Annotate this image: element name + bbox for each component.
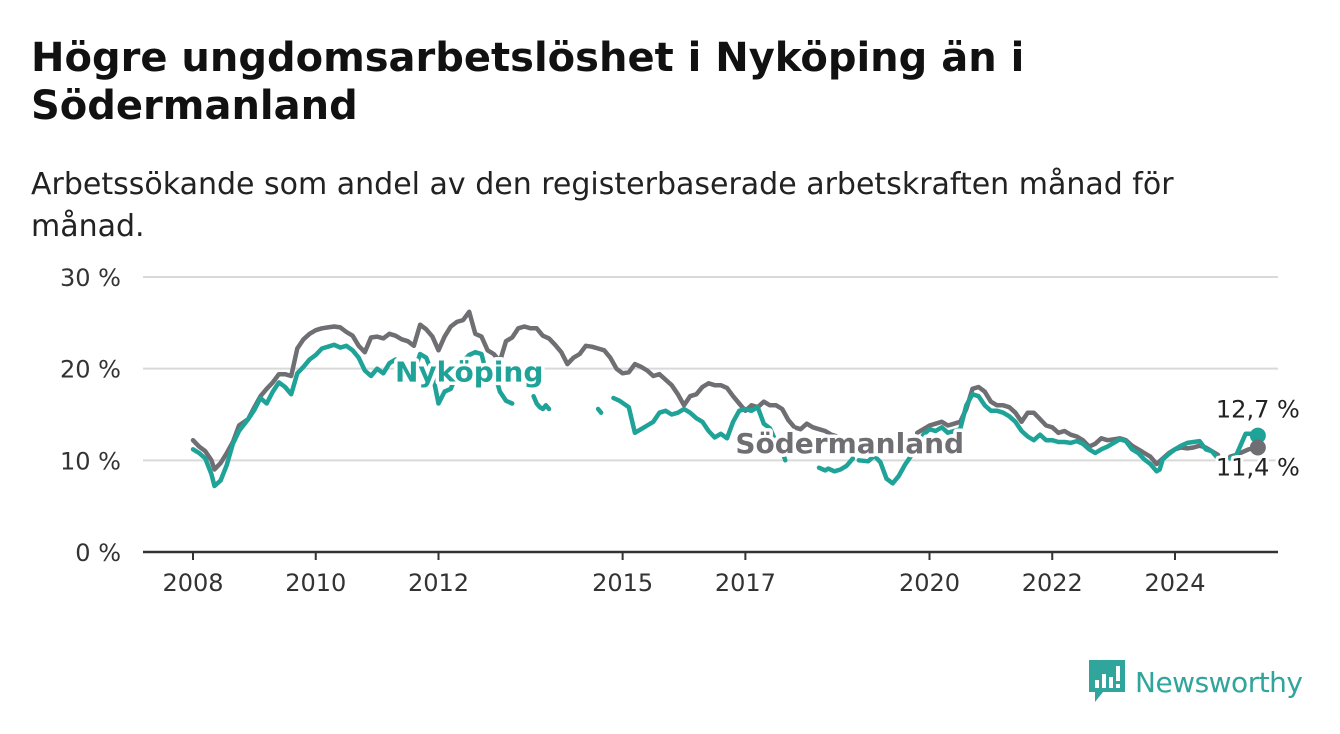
end-point-marker xyxy=(1249,427,1266,444)
grid-lines xyxy=(143,276,1278,462)
y-tick-label: 30 % xyxy=(60,264,121,292)
newsworthy-logo-icon xyxy=(1089,660,1125,702)
x-tick-label: 2017 xyxy=(715,569,776,597)
end-value-label: 11,4 % xyxy=(1216,454,1300,482)
end-value-label: 12,7 % xyxy=(1216,396,1300,424)
y-axis-labels: 0 % 10 % 20 % 30 % xyxy=(60,264,121,567)
series-label: Nyköping xyxy=(395,356,543,389)
brand-name: Newsworthy xyxy=(1135,665,1303,699)
series-line-nyköping xyxy=(611,395,788,463)
y-tick-label: 20 % xyxy=(60,356,121,384)
x-tick-label: 2010 xyxy=(285,569,346,597)
y-tick-label: 0 % xyxy=(75,539,121,567)
x-tick-label: 2022 xyxy=(1022,569,1083,597)
x-tick-label: 2012 xyxy=(408,569,469,597)
series-line-nyköping xyxy=(190,342,515,489)
series-lines xyxy=(190,309,1261,489)
x-tick-label: 2015 xyxy=(592,569,653,597)
brand-logo[interactable]: Newsworthy xyxy=(1089,660,1303,704)
series-line-nyköping xyxy=(595,406,604,415)
end-point-marker xyxy=(1249,439,1266,456)
x-axis: 2008 2010 2012 2015 2017 2020 2022 2024 xyxy=(143,550,1278,597)
series-label: Södermanland xyxy=(735,427,964,460)
series-line-nyköping xyxy=(816,456,856,474)
chart-subtitle: Arbetssökande som andel av den registerb… xyxy=(31,167,1174,244)
x-tick-label: 2020 xyxy=(899,569,960,597)
series-line-nyköping xyxy=(856,392,1221,486)
series-line-södermanland xyxy=(190,309,840,472)
series-labels: Nyköping 12,7 % Södermanland 11,4 % xyxy=(391,352,1302,485)
x-tick-label: 2024 xyxy=(1144,569,1205,597)
chart-title: Högre ungdomsarbetslöshet i Nyköping än … xyxy=(31,35,1025,129)
series-line-nyköping xyxy=(531,393,552,412)
x-tick-label: 2008 xyxy=(162,569,223,597)
y-tick-label: 10 % xyxy=(60,447,121,475)
